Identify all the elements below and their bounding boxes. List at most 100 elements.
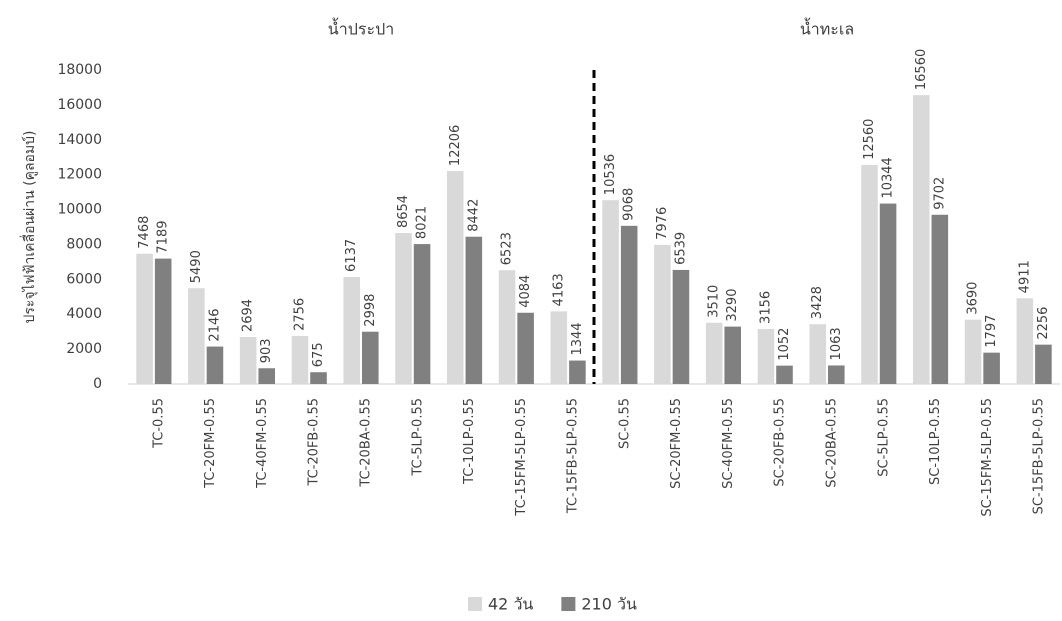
data-label: 3290 (725, 289, 740, 322)
bar (654, 244, 671, 384)
y-tick-label: 16000 (57, 97, 102, 113)
x-tick-label: SC-15FM-5LP-0.55 (980, 398, 995, 517)
data-label: 1344 (570, 322, 585, 355)
bar (188, 288, 205, 384)
y-tick-label: 8000 (66, 236, 102, 252)
data-label: 16560 (914, 49, 929, 90)
data-label: 1063 (829, 327, 844, 360)
data-label: 3690 (966, 282, 981, 315)
y-axis-title: ประจุไฟฟ้าเคลื่อนผ่าน (คูลอมบ์) (20, 130, 38, 323)
data-label: 12560 (862, 119, 877, 160)
x-tick-label: SC-15FB-5LP-0.55 (1032, 398, 1047, 514)
y-tick-label: 4000 (66, 306, 102, 322)
data-label: 3428 (810, 286, 825, 319)
data-label: 675 (311, 342, 326, 367)
x-tick-label: TC-5LP-0.55 (410, 398, 425, 477)
bar (395, 233, 412, 384)
data-label: 3510 (707, 285, 722, 318)
y-tick-label: 6000 (66, 271, 102, 287)
x-tick-label: SC-20FM-0.55 (669, 398, 684, 489)
bar (362, 331, 379, 384)
data-label: 4163 (551, 273, 566, 306)
bar (724, 326, 742, 384)
bar (620, 225, 638, 384)
y-tick-label: 10000 (57, 202, 102, 218)
bar (879, 203, 897, 384)
data-label: 1052 (777, 328, 792, 361)
data-label: 7976 (655, 207, 670, 240)
bar (154, 258, 172, 384)
bar (550, 311, 568, 384)
data-label: 8021 (415, 206, 430, 239)
bar (602, 200, 619, 384)
x-tick-label: TC-10LP-0.55 (462, 398, 477, 485)
data-label: 2998 (363, 294, 378, 327)
legend-swatch (468, 597, 482, 611)
bar (465, 236, 483, 384)
x-tick-label: SC-20FB-0.55 (773, 398, 788, 487)
data-label: 4911 (1017, 260, 1032, 293)
bar (912, 95, 930, 385)
x-tick-label: SC-40FM-0.55 (721, 398, 736, 489)
data-label: 10344 (881, 157, 896, 198)
y-tick-label: 14000 (57, 132, 102, 148)
bar (931, 214, 949, 384)
bar (136, 253, 153, 384)
legend-label: 210 วัน (581, 595, 637, 614)
x-tick-label: SC-20BA-0.55 (825, 398, 840, 488)
x-tick-label: TC-15FB-5LP-0.55 (566, 398, 581, 514)
x-tick-label: TC-20FM-0.55 (203, 398, 218, 489)
group-label: น้ำประปา (328, 18, 394, 39)
bar (1016, 298, 1034, 384)
bar (809, 324, 826, 384)
data-label: 7468 (137, 216, 152, 249)
bar (413, 244, 431, 384)
data-label: 903 (259, 338, 274, 363)
x-tick-label: SC-10LP-0.55 (928, 398, 943, 485)
group-label: น้ำทะเล (800, 18, 854, 39)
bar (258, 368, 276, 384)
y-tick-label: 2000 (66, 341, 102, 357)
bar (291, 335, 309, 384)
x-tick-label: TC-20FB-0.55 (307, 398, 322, 487)
data-label: 9068 (622, 188, 637, 221)
bar (672, 269, 690, 384)
bar (983, 352, 1000, 384)
legend-label: 42 วัน (488, 595, 533, 614)
data-label: 1797 (984, 315, 999, 348)
data-label: 2256 (1036, 307, 1051, 340)
data-label: 3156 (758, 291, 773, 324)
bar (964, 319, 982, 384)
bar (239, 337, 257, 384)
data-label: 5490 (189, 250, 204, 283)
bar (705, 322, 723, 384)
data-label: 12206 (448, 125, 463, 166)
data-label: 6539 (673, 232, 688, 265)
bar (446, 171, 464, 384)
data-label: 6523 (500, 232, 515, 265)
data-label: 8654 (396, 195, 411, 228)
data-label: 2146 (207, 308, 222, 341)
bar (757, 328, 775, 384)
y-tick-label: 0 (93, 376, 102, 392)
data-label: 2694 (241, 299, 256, 332)
data-label: 8442 (466, 199, 481, 232)
data-label: 9702 (932, 177, 947, 210)
data-label: 7189 (156, 220, 171, 253)
bar (517, 312, 534, 384)
bar (343, 276, 360, 384)
bar (861, 164, 878, 384)
bar (1035, 344, 1052, 384)
data-label: 4084 (518, 275, 533, 308)
x-tick-label: TC-15FM-5LP-0.55 (514, 398, 529, 517)
bar (828, 365, 845, 384)
data-label: 10536 (603, 154, 618, 195)
bar (569, 360, 586, 384)
x-tick-label: TC-20BA-0.55 (359, 398, 374, 488)
bar (310, 372, 327, 384)
bar (206, 346, 224, 384)
bar (776, 365, 793, 384)
x-tick-label: SC-0.55 (617, 398, 632, 449)
data-label: 2756 (292, 298, 307, 331)
legend-swatch (561, 597, 576, 611)
